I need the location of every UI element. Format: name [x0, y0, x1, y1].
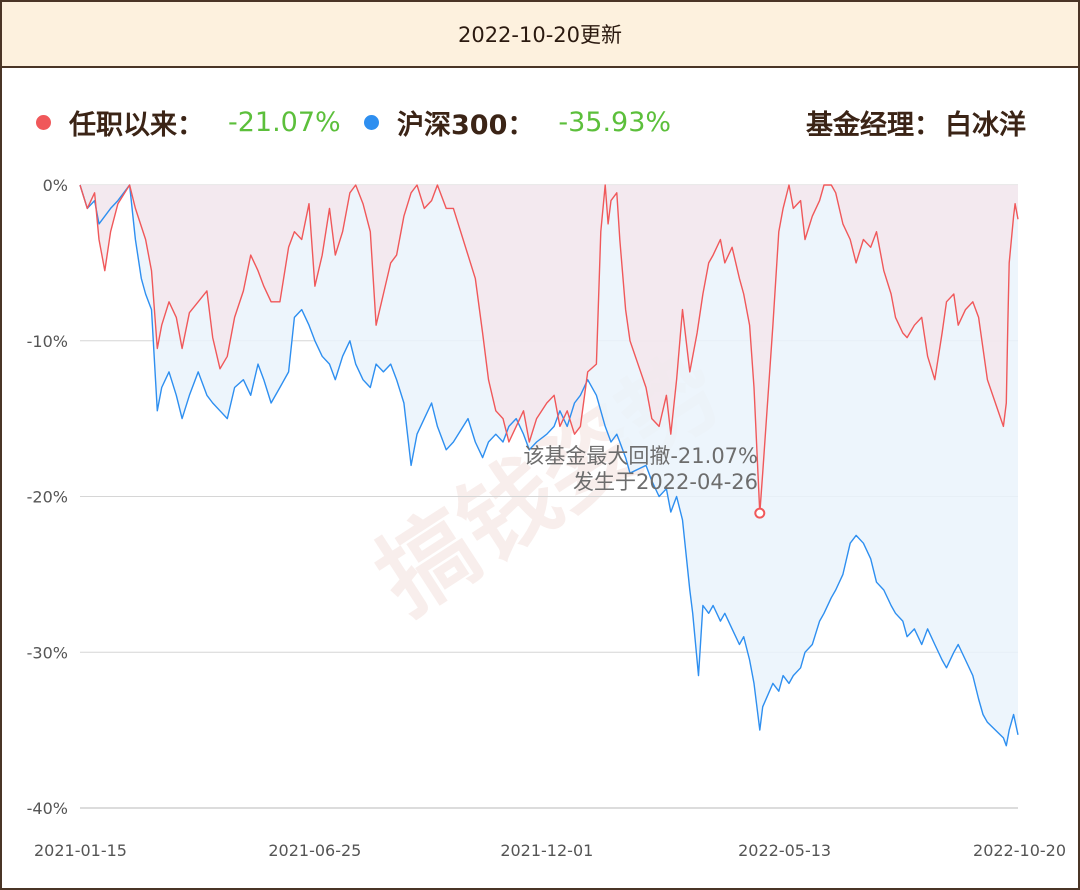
legend-index-label: 沪深300： [397, 109, 535, 141]
fund-series-line [79, 184, 1019, 514]
manager-name: 白冰洋 [945, 109, 1026, 141]
y-tick-label: -20% [27, 488, 68, 507]
x-tick-label: 2021-01-15 [34, 841, 127, 860]
x-tick-label: 2021-12-01 [500, 841, 593, 860]
manager-label: 基金经理： [806, 109, 941, 141]
legend-fund-label: 任职以来： [69, 109, 204, 141]
update-header: 2022-10-20更新 [2, 2, 1078, 68]
update-date-title: 2022-10-20更新 [457, 23, 623, 47]
x-tick-label: 2022-05-13 [738, 841, 831, 860]
x-tick-label: 2022-10-20 [973, 841, 1066, 860]
red-dot-icon [36, 114, 51, 130]
annotation-line2: 发生于2022-04-26 [573, 470, 758, 494]
fund-manager: 基金经理： 白冰洋 [806, 98, 1026, 146]
legend-index-value: -35.93% [558, 106, 672, 138]
index-area [80, 185, 1018, 746]
max-drawdown-marker [754, 507, 766, 519]
y-tick-label: 0% [43, 176, 68, 195]
legend-row: 任职以来： -21.07% 沪深300： -35.93% 基金经理： 白冰洋 [2, 98, 1078, 146]
fund-area [80, 185, 1018, 514]
y-tick-label: -40% [27, 799, 68, 818]
y-tick-label: -10% [27, 332, 68, 351]
blue-dot-icon [364, 114, 379, 130]
annotation-line1: 该基金最大回撤-21.07% [523, 444, 758, 468]
legend-item-index[interactable]: 沪深300： -35.93% [364, 98, 671, 146]
legend-item-fund[interactable]: 任职以来： -21.07% [36, 98, 341, 146]
index-series-line [79, 184, 1019, 747]
x-tick-label: 2021-06-25 [268, 841, 361, 860]
legend-fund-value: -21.07% [228, 106, 341, 138]
y-tick-label: -30% [27, 643, 68, 662]
